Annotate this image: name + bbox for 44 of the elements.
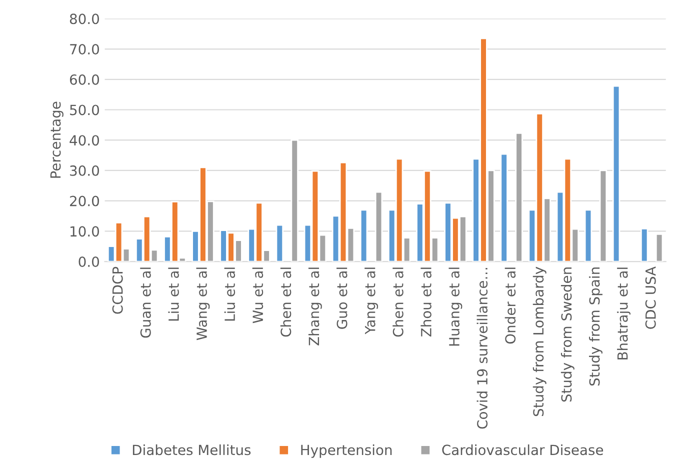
x-tick-label: Liu et al	[168, 268, 179, 321]
x-tick-label: Study from Lombardy	[532, 266, 546, 416]
bar	[599, 170, 608, 262]
bar	[612, 85, 620, 262]
x-tick-label: Onder et al	[504, 268, 516, 344]
x-tick-label: Study from Spain	[589, 268, 602, 386]
y-tick-label: 50.0	[70, 104, 99, 116]
y-tick-label: 60.0	[70, 74, 99, 85]
x-tick-label: Bhatraju et al	[617, 268, 630, 360]
bar	[515, 132, 523, 262]
legend-label: Cardiovascular Disease	[442, 444, 604, 456]
bar	[655, 234, 664, 262]
x-tick-label: CDC USA	[645, 266, 656, 329]
y-tick-label: 20.0	[70, 196, 99, 206]
y-tick-label: 10.0	[70, 226, 99, 237]
bar	[584, 209, 592, 262]
x-tick-label: Liu et al	[224, 268, 236, 321]
y-tick-label: 80.0	[70, 14, 99, 24]
y-tick-label: 30.0	[70, 165, 99, 176]
legend-label: Diabetes Mellitus	[132, 444, 251, 456]
x-tick-label: Guan et al	[140, 268, 151, 338]
x-tick-label: Study from Sweden	[560, 268, 574, 402]
x-tick-label: Wu et al	[252, 268, 264, 324]
bar	[360, 209, 368, 262]
x-tick-label: CCDCP	[112, 266, 123, 314]
x-tick-label: Guo et al	[336, 268, 348, 329]
x-tick-label: Yang et al	[364, 268, 378, 334]
y-tick-label: 70.0	[70, 44, 99, 55]
bar	[290, 139, 298, 262]
bar	[374, 191, 383, 262]
bar	[276, 224, 284, 262]
x-tick-label: Zhang et al	[308, 268, 322, 346]
x-tick-label: Huang et al	[448, 268, 462, 346]
bar	[640, 228, 648, 262]
x-tick-label: Wang et al	[196, 268, 210, 340]
y-axis-title: Percentage	[50, 102, 64, 178]
x-tick-label: Chen et al	[392, 268, 404, 337]
y-tick-label: 40.0	[70, 135, 99, 146]
x-tick-label: Chen et al	[280, 268, 292, 337]
y-tick-label: 0.0	[78, 256, 99, 267]
legend-label: Hypertension	[301, 444, 392, 458]
x-tick-label: Zhou et al	[420, 268, 432, 337]
bar	[500, 153, 508, 262]
x-tick-label: Covid 19 surveillance…	[476, 268, 488, 429]
